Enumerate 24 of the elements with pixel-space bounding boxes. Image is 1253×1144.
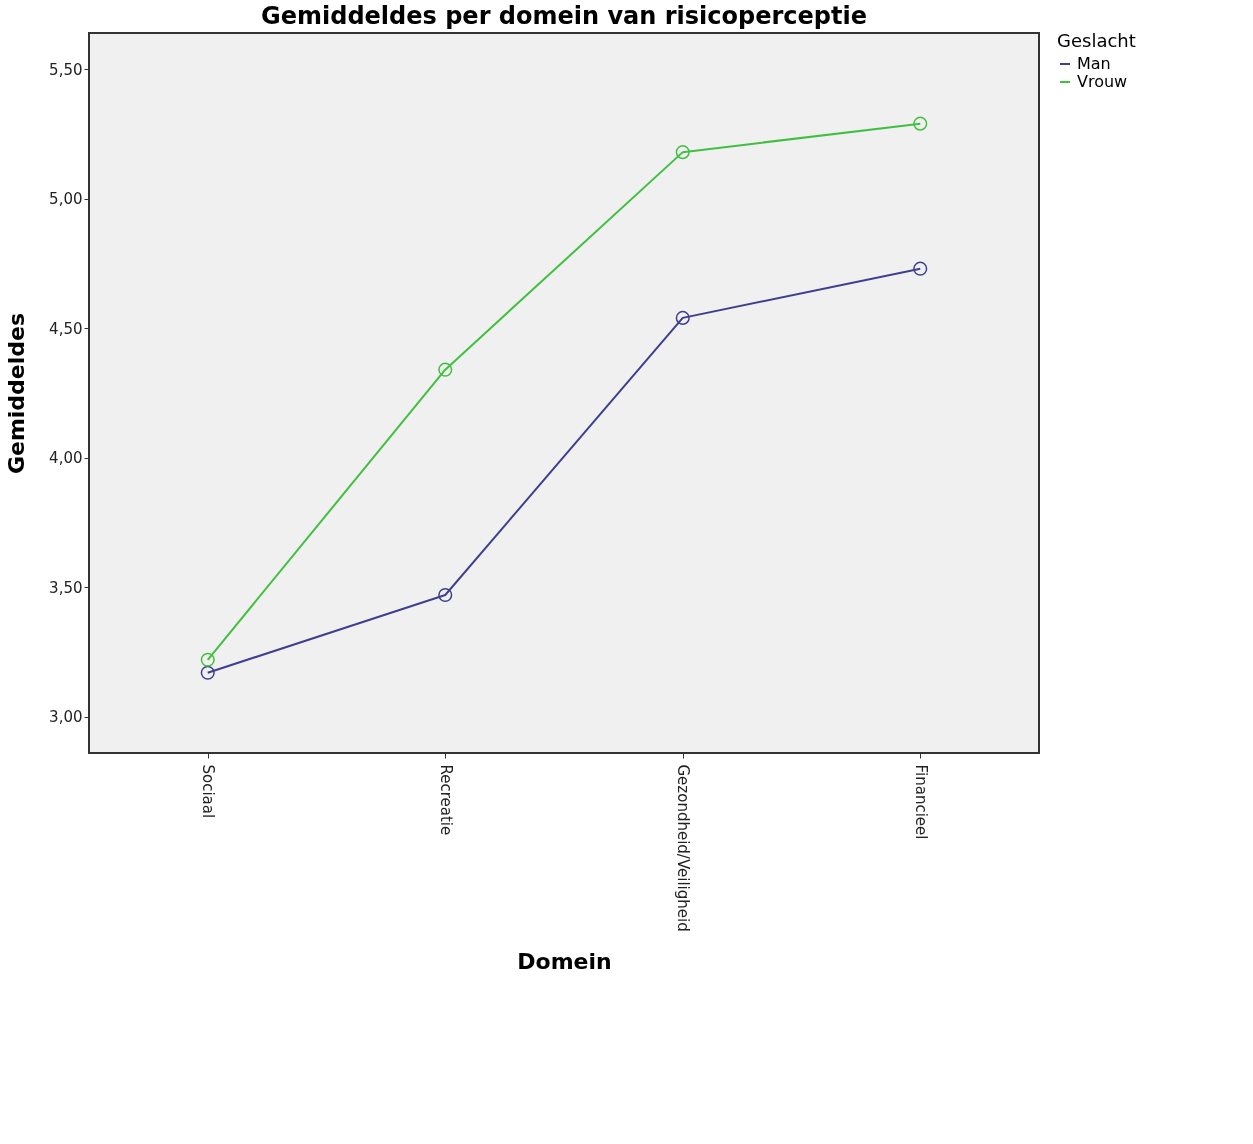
x-tick-label: Financieel [911, 764, 930, 840]
point [438, 362, 453, 377]
point [200, 652, 215, 667]
y-tick-label: 5,50 [49, 60, 83, 79]
legend-title: Geslacht [1057, 30, 1136, 51]
point [913, 261, 928, 276]
x-tick-label: Recreatie [436, 764, 455, 836]
x-tick-label: Gezondheid/Veiligheid [674, 764, 693, 932]
x-tick-label: Sociaal [199, 764, 218, 819]
point [200, 665, 215, 680]
y-tick-label: 4,50 [49, 319, 83, 338]
y-tick-label: 5,00 [49, 190, 83, 209]
point [675, 310, 690, 325]
legend-label: Man [1077, 54, 1111, 73]
chart-title: Gemiddeldes per domein van risicoperceptie [261, 2, 867, 30]
y-tick-label: 3,00 [49, 708, 83, 727]
y-axis-title: Gemiddeldes [4, 312, 30, 475]
point [438, 587, 453, 603]
point [913, 116, 928, 131]
legend-label: Vrouw [1077, 72, 1128, 91]
x-axis-title: Domein [517, 948, 612, 974]
y-tick-label: 4,00 [49, 449, 83, 468]
point [675, 145, 690, 160]
y-tick-label: 3,50 [49, 578, 83, 597]
